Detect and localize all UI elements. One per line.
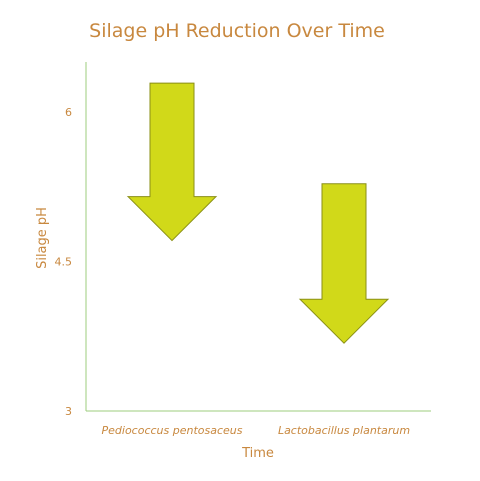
y-tick-label: 3: [65, 405, 72, 418]
y-axis-title: Silage pH: [35, 207, 50, 269]
y-tick-labels: 64.53: [55, 106, 73, 418]
y-tick-label: 4.5: [55, 256, 73, 269]
arrow-mark: [298, 183, 390, 344]
x-axis-title: Time: [241, 446, 274, 461]
chart-title: Silage pH Reduction Over Time: [89, 20, 385, 42]
category-label: Lactobacillus plantarum: [278, 424, 410, 437]
category-labels: Pediococcus pentosaceus Lactobacillus pla…: [102, 424, 411, 437]
arrow-mark: [126, 82, 218, 242]
category-label: Pediococcus pentosaceus: [102, 424, 243, 437]
y-tick-label: 6: [65, 106, 72, 119]
arrow-marks: [126, 82, 390, 344]
